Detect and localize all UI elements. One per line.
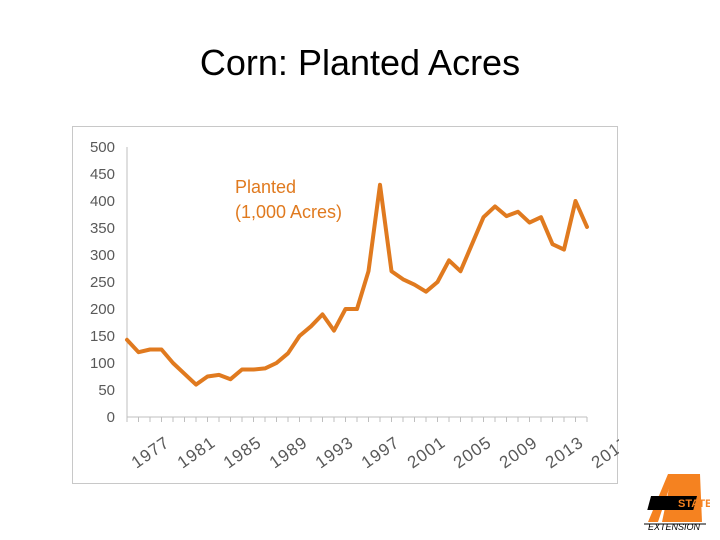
x-tick-label: 1977 xyxy=(128,433,173,473)
x-tick-label: 2017 xyxy=(588,433,619,473)
chart-annotation: Planted (1,000 Acres) xyxy=(235,177,342,222)
svg-text:STATE: STATE xyxy=(678,498,710,510)
chart-axes xyxy=(126,147,588,422)
x-tick-label: 1981 xyxy=(174,433,219,473)
x-tick-label: 2009 xyxy=(496,433,541,473)
y-tick-label: 200 xyxy=(90,301,115,318)
y-tick-label: 300 xyxy=(90,247,115,264)
y-tick-label: 350 xyxy=(90,220,115,237)
svg-text:EXTENSION: EXTENSION xyxy=(648,522,701,532)
x-tick-label: 2001 xyxy=(404,433,449,473)
x-tick-label: 1993 xyxy=(312,433,357,473)
slide-title: Corn: Planted Acres xyxy=(199,42,521,83)
y-tick-label: 400 xyxy=(90,193,115,210)
series-line-planted-acres xyxy=(125,182,589,387)
y-tick-labels: 0 50 100 150 200 250 300 350 400 450 500 xyxy=(90,139,115,426)
x-tick-labels: 1977 1981 1985 1989 1993 1997 2001 2005 2009 2013… xyxy=(128,433,619,473)
y-tick-label: 500 xyxy=(90,139,115,156)
x-tick-label: 2005 xyxy=(450,433,495,473)
annotation-line: Planted xyxy=(235,177,296,197)
x-tick-label: 2013 xyxy=(542,433,587,473)
y-tick-label: 100 xyxy=(90,355,115,372)
osu-extension-logo: STATE EXTENSION xyxy=(644,474,710,532)
y-tick-label: 0 xyxy=(107,409,115,426)
x-tick-label: 1997 xyxy=(358,433,403,473)
chart-frame: 0 50 100 150 200 250 300 350 400 450 500 1977 1981 1… xyxy=(72,126,619,484)
x-tick-label: 1985 xyxy=(220,433,265,473)
y-tick-label: 250 xyxy=(90,274,115,291)
y-tick-label: 450 xyxy=(90,166,115,183)
y-tick-label: 50 xyxy=(98,382,115,399)
annotation-line: (1,000 Acres) xyxy=(235,202,342,222)
y-tick-label: 150 xyxy=(90,328,115,345)
x-tick-label: 1989 xyxy=(266,433,311,473)
